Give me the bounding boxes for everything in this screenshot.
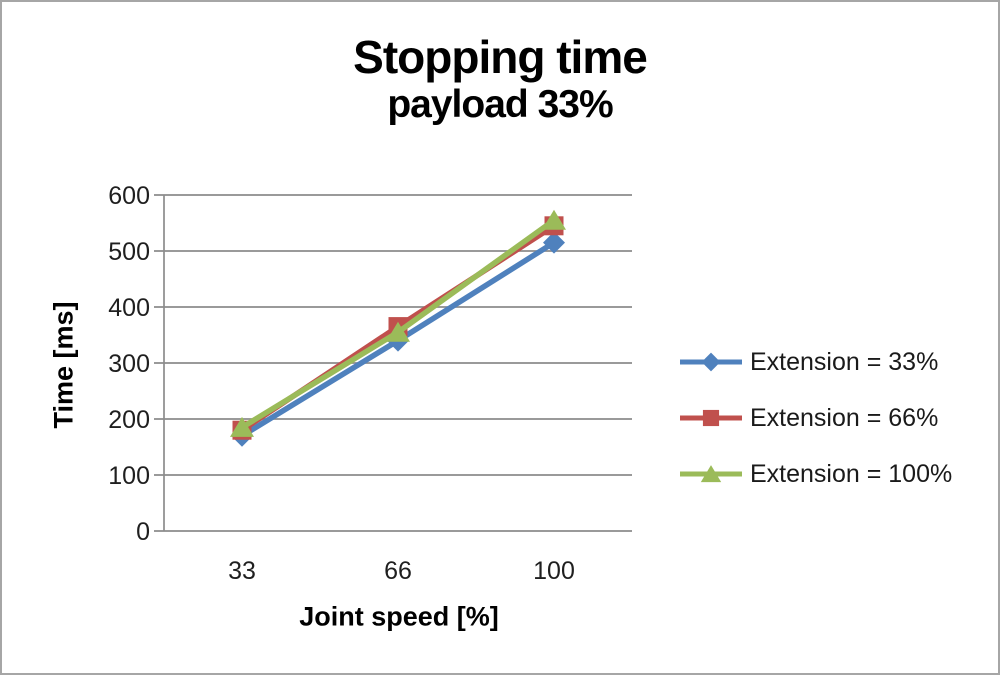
- y-tick-label: 500: [108, 238, 150, 266]
- y-tick-label: 100: [108, 462, 150, 490]
- legend-label: Extension = 100%: [750, 459, 953, 488]
- data-point-triangle: [386, 321, 410, 342]
- legend-item: Extension = 66%: [678, 390, 952, 446]
- y-tick-label: 200: [108, 406, 150, 434]
- chart-title: Stopping time: [353, 31, 648, 83]
- data-point-triangle: [230, 416, 254, 437]
- legend-label: Extension = 33%: [750, 347, 939, 376]
- legend: Extension = 33% Extension = 66% Extensio…: [678, 334, 952, 502]
- legend-marker-diamond-icon: [680, 352, 742, 372]
- data-point-triangle: [542, 209, 566, 230]
- y-tick-label: 300: [108, 350, 150, 378]
- legend-marker-triangle-icon: [680, 465, 742, 483]
- x-tick-label: 100: [533, 557, 575, 585]
- data-point-square: [702, 409, 720, 427]
- y-tick-label: 400: [108, 294, 150, 322]
- x-tick-label: 66: [384, 557, 412, 585]
- legend-marker-square-icon: [680, 409, 742, 427]
- y-tick-label: 600: [108, 182, 150, 210]
- legend-label: Extension = 66%: [750, 403, 939, 432]
- x-tick-label: 33: [228, 557, 256, 585]
- data-point-diamond: [701, 352, 721, 372]
- legend-item: Extension = 33%: [678, 334, 952, 390]
- legend-item: Extension = 100%: [678, 446, 952, 502]
- y-tick-label: 0: [136, 518, 150, 546]
- data-point-diamond: [543, 231, 565, 254]
- data-point-triangle: [700, 465, 722, 483]
- x-axis-title: Joint speed [%]: [299, 601, 499, 632]
- chart-title-block: Stopping time payload 33%: [2, 31, 998, 126]
- chart-subtitle: payload 33%: [387, 82, 613, 126]
